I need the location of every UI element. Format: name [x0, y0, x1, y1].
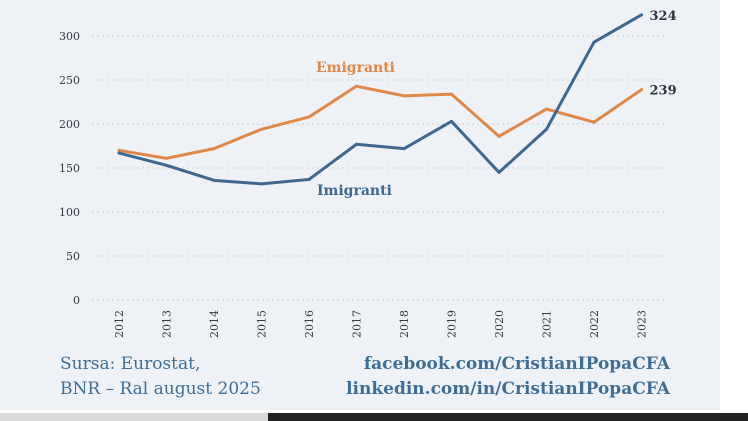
- series-lines: [117, 13, 643, 186]
- data-point-imigranti: [117, 151, 121, 155]
- x-tick-label: 2013: [161, 310, 174, 338]
- y-tick-label: 250: [59, 74, 80, 87]
- x-tick-label: 2014: [208, 310, 221, 338]
- data-point-imigranti: [402, 147, 406, 151]
- y-tick-label: 100: [59, 206, 80, 219]
- source-note: Sursa: Eurostat, BNR – Ral august 2025: [60, 352, 261, 402]
- source-line-2: BNR – Ral august 2025: [60, 379, 261, 399]
- x-axis-ticks: 2012 2013 2014 2015 2016 2017 2018 2019 2020 2021…: [113, 310, 649, 338]
- data-point-imigranti: [165, 163, 168, 167]
- x-tick-label: 2018: [398, 310, 411, 338]
- data-point-emigranti: [545, 107, 548, 111]
- data-point-imigranti: [640, 13, 643, 17]
- series-line-imigranti: [117, 13, 643, 186]
- y-tick-label: 200: [59, 118, 80, 131]
- x-tick-label: 2016: [303, 310, 316, 338]
- data-point-emigranti: [497, 134, 501, 138]
- data-point-emigranti: [117, 148, 121, 152]
- data-point-emigranti: [592, 120, 596, 124]
- x-tick-label: 2021: [541, 310, 554, 338]
- x-tick-label: 2019: [446, 310, 459, 338]
- y-axis-ticks: 0 50 100 150 200 250 300: [59, 30, 80, 307]
- right-margin: [720, 0, 748, 410]
- y-tick-label: 150: [59, 162, 80, 175]
- data-point-imigranti: [497, 170, 501, 174]
- data-point-emigranti: [307, 115, 311, 119]
- linkedin-link[interactable]: linkedin.com/in/CristianIPopaCFA: [346, 379, 670, 399]
- end-label-emigranti: 239: [650, 84, 677, 99]
- series-labels: Emigranti Imigranti 324 239: [316, 9, 677, 199]
- y-tick-label: 50: [66, 250, 80, 263]
- data-point-emigranti: [355, 84, 358, 88]
- data-point-emigranti: [450, 92, 453, 96]
- chart-panel: 0 50 100 150 200 250 300 2012 2013 2014 2015 2016 2…: [0, 0, 720, 410]
- x-tick-label: 2022: [588, 310, 601, 338]
- data-point-emigranti: [165, 156, 168, 160]
- end-label-imigranti: 324: [650, 9, 677, 24]
- facebook-link[interactable]: facebook.com/CristianIPopaCFA: [363, 354, 670, 374]
- data-point-imigranti: [260, 182, 263, 186]
- data-point-imigranti: [450, 119, 453, 123]
- series-line-emigranti: [117, 84, 643, 160]
- data-point-imigranti: [212, 178, 216, 182]
- data-point-imigranti: [355, 142, 358, 146]
- data-point-emigranti: [212, 147, 216, 151]
- social-links: facebook.com/CristianIPopaCFA linkedin.c…: [346, 352, 670, 402]
- bottom-bar-dark: [268, 413, 748, 421]
- data-point-emigranti: [402, 94, 406, 98]
- x-tick-label: 2015: [256, 310, 269, 338]
- y-tick-label: 300: [59, 30, 80, 43]
- series-label-emigranti: Emigranti: [316, 60, 395, 76]
- x-tick-label: 2020: [493, 310, 506, 338]
- source-line-1: Sursa: Eurostat,: [60, 354, 201, 374]
- data-point-emigranti: [260, 127, 263, 131]
- data-point-emigranti: [640, 88, 643, 92]
- x-tick-label: 2012: [113, 310, 126, 338]
- data-point-imigranti: [545, 127, 548, 131]
- bottom-bar-light: [0, 413, 268, 421]
- x-tick-label: 2017: [351, 310, 364, 338]
- data-point-imigranti: [592, 40, 596, 44]
- y-tick-label: 0: [73, 294, 80, 307]
- gridlines: [92, 35, 665, 301]
- series-label-imigranti: Imigranti: [317, 183, 392, 199]
- x-tick-label: 2023: [636, 310, 649, 338]
- data-point-imigranti: [307, 177, 311, 181]
